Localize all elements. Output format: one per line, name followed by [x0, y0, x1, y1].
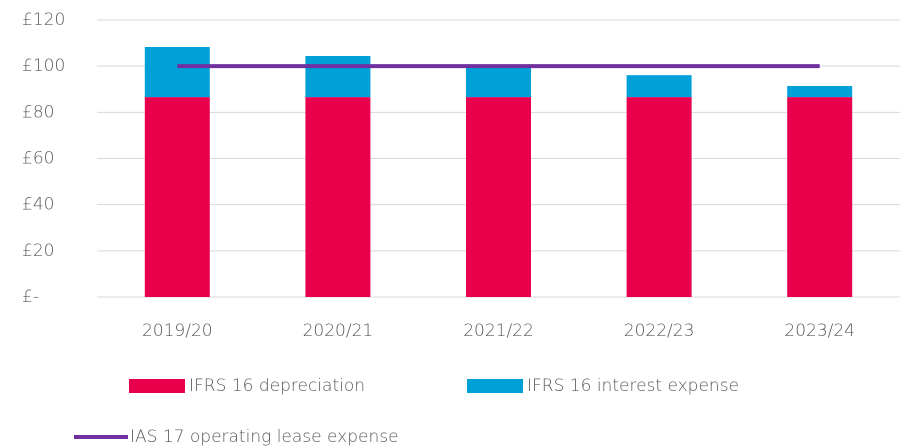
- y-tick-label: £60: [22, 149, 54, 169]
- bar-segment: [626, 75, 692, 98]
- bar-segment: [305, 97, 371, 298]
- x-tick-label: 2021/22: [463, 321, 534, 341]
- bar-segment: [305, 56, 371, 98]
- legend-label: IFRS 16 interest expense: [527, 376, 739, 396]
- legend-label: IAS 17 operating lease expense: [130, 427, 399, 447]
- y-tick-label: £120: [22, 10, 65, 30]
- bar-segment: [466, 65, 531, 98]
- legend-swatch: [129, 379, 185, 393]
- y-tick-label: £20: [22, 241, 54, 261]
- x-tick-label: 2020/21: [303, 321, 374, 341]
- x-tick-label: 2022/23: [624, 321, 695, 341]
- x-tick-label: 2019/20: [142, 321, 213, 341]
- bar-segment: [144, 47, 210, 98]
- x-tick-label: 2023/24: [784, 321, 855, 341]
- y-tick-label: £80: [22, 102, 54, 122]
- bar-segment: [466, 97, 531, 298]
- legend-swatch: [467, 379, 523, 393]
- bar-segment: [144, 97, 210, 298]
- y-tick-label: £-: [22, 287, 39, 307]
- bar-segment: [787, 97, 853, 298]
- legend-label: IFRS 16 depreciation: [189, 376, 365, 396]
- y-tick-label: £40: [22, 195, 54, 215]
- bar-segment: [626, 97, 692, 298]
- y-tick-label: £100: [22, 56, 65, 76]
- bar-segment: [787, 86, 853, 98]
